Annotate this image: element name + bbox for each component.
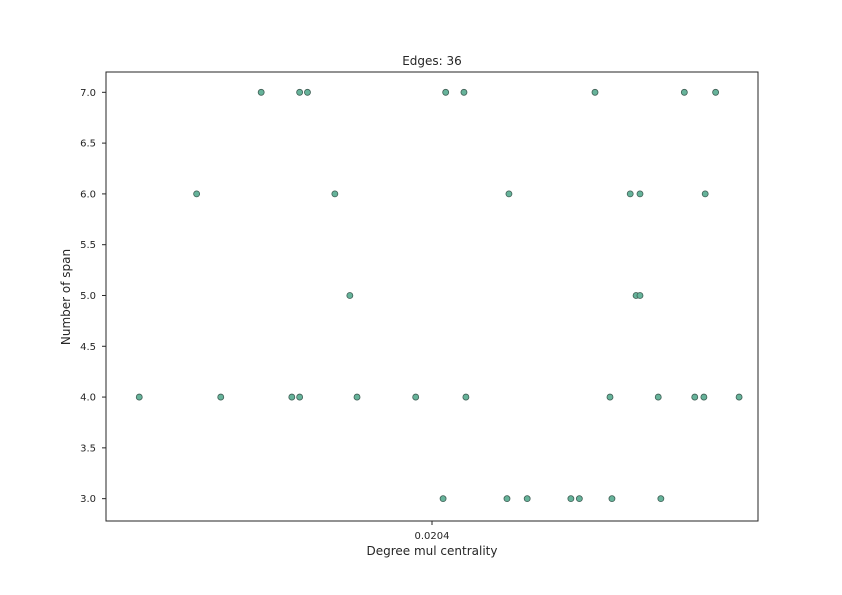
data-point: [193, 190, 201, 198]
data-point: [412, 393, 420, 401]
data-point: [608, 495, 616, 503]
data-point: [304, 88, 311, 96]
data-point: [353, 393, 361, 401]
data-point: [654, 393, 662, 401]
data-point: [523, 495, 531, 503]
data-point: [735, 393, 743, 401]
plot-area-frame: [105, 71, 759, 522]
y-axis-title: Number of span: [59, 249, 73, 345]
data-point: [462, 393, 470, 401]
y-tick-label: 3.5: [80, 443, 96, 454]
x-tick-label: 0.0204: [415, 531, 450, 542]
data-point: [700, 393, 708, 401]
data-point: [439, 495, 447, 503]
data-point: [135, 393, 143, 401]
y-tick-label: 3.0: [80, 494, 96, 505]
y-tick-label: 6.5: [80, 139, 96, 150]
data-point: [331, 190, 339, 198]
data-point: [505, 190, 513, 198]
y-tick-label: 5.0: [80, 291, 96, 302]
data-point: [503, 495, 511, 503]
data-point: [591, 88, 599, 96]
data-point: [636, 190, 644, 198]
data-point: [257, 88, 265, 96]
data-point: [691, 393, 699, 401]
data-point: [626, 190, 634, 198]
data-point: [606, 393, 614, 401]
y-tick-label: 4.0: [80, 393, 96, 404]
data-point: [701, 190, 709, 198]
x-axis-ticks: 0.0204: [415, 521, 450, 542]
y-tick-label: 6.0: [80, 189, 96, 200]
data-point: [657, 495, 665, 503]
y-tick-label: 5.5: [80, 240, 96, 251]
y-tick-label: 4.5: [80, 342, 96, 353]
data-point: [567, 495, 575, 503]
data-point: [346, 292, 354, 299]
y-axis-ticks: 3.0 3.5 4.0 4.5 5.0 5.5 6.0 6.5 7.0: [80, 88, 106, 505]
data-point: [636, 292, 644, 299]
data-point: [680, 88, 688, 96]
data-point: [575, 495, 583, 503]
y-tick-label: 7.0: [80, 88, 96, 99]
data-point: [217, 393, 225, 401]
data-points: [135, 88, 743, 503]
x-axis-title: Degree mul centrality: [367, 544, 498, 558]
data-point: [288, 393, 296, 401]
data-point: [712, 88, 720, 96]
data-point: [296, 88, 304, 96]
data-point: [296, 393, 304, 401]
data-point: [442, 88, 450, 96]
data-point: [460, 88, 468, 96]
chart-title: Edges: 36: [402, 54, 462, 68]
